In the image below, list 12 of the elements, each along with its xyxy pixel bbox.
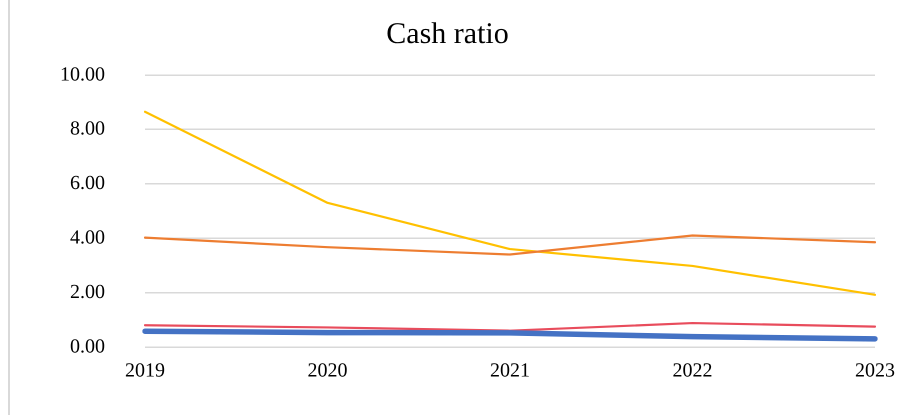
x-tick-label: 2021 <box>490 359 530 382</box>
x-tick-label: 2019 <box>125 359 165 382</box>
y-tick-label: 0.00 <box>70 335 105 358</box>
x-tick-label: 2023 <box>855 359 895 382</box>
y-tick-label: 6.00 <box>70 172 105 194</box>
chart-title: Cash ratio <box>386 16 509 50</box>
x-tick-label: 2022 <box>672 359 712 382</box>
y-tick-label: 4.00 <box>70 226 105 248</box>
y-tick-label: 8.00 <box>70 118 105 140</box>
y-tick-label: 10.00 <box>60 63 105 86</box>
y-tick-label: 2.00 <box>70 280 105 303</box>
x-tick-label: 2020 <box>308 359 348 382</box>
